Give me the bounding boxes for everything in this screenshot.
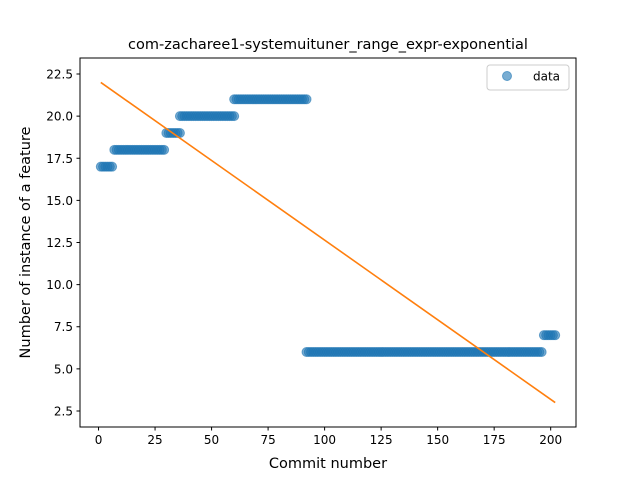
x-tick-label: 0 xyxy=(95,433,103,447)
x-tick-label: 75 xyxy=(260,433,275,447)
y-axis: 2.5 5.0 7.5 10.0 12.5 15.0 17.5 20.0 22.5 xyxy=(46,68,80,418)
legend-marker-data xyxy=(502,71,512,81)
x-tick-label: 125 xyxy=(370,433,393,447)
x-tick-label: 150 xyxy=(426,433,449,447)
trend-line xyxy=(100,81,556,404)
x-axis-label: Commit number xyxy=(269,456,387,472)
x-tick-label: 175 xyxy=(483,433,506,447)
x-tick-label: 200 xyxy=(539,433,562,447)
y-tick-label: 10.0 xyxy=(46,278,73,292)
y-tick-label: 2.5 xyxy=(54,404,73,418)
x-tick-label: 50 xyxy=(204,433,219,447)
plot-area xyxy=(95,81,561,404)
legend: data xyxy=(486,64,570,91)
y-tick-label: 5.0 xyxy=(54,362,73,376)
chart-title: com-zacharee1-systemuituner_range_expr-e… xyxy=(128,37,528,53)
y-tick-label: 15.0 xyxy=(46,194,73,208)
data-point xyxy=(550,330,561,341)
data-point xyxy=(159,144,170,155)
data-point xyxy=(229,111,240,122)
y-tick-label: 17.5 xyxy=(46,152,73,166)
legend-label-data: data xyxy=(533,70,560,84)
data-point xyxy=(536,347,547,358)
y-axis-label: Number of instance of a feature xyxy=(18,126,34,358)
x-tick-label: 25 xyxy=(147,433,162,447)
data-point xyxy=(301,94,312,105)
y-tick-label: 20.0 xyxy=(46,110,73,124)
x-tick-label: 100 xyxy=(313,433,336,447)
x-axis: 0 25 50 75 100 125 150 175 200 xyxy=(95,427,562,447)
y-tick-label: 12.5 xyxy=(46,236,73,250)
data-point xyxy=(107,161,118,172)
y-tick-label: 22.5 xyxy=(46,68,73,82)
y-tick-label: 7.5 xyxy=(54,320,73,334)
